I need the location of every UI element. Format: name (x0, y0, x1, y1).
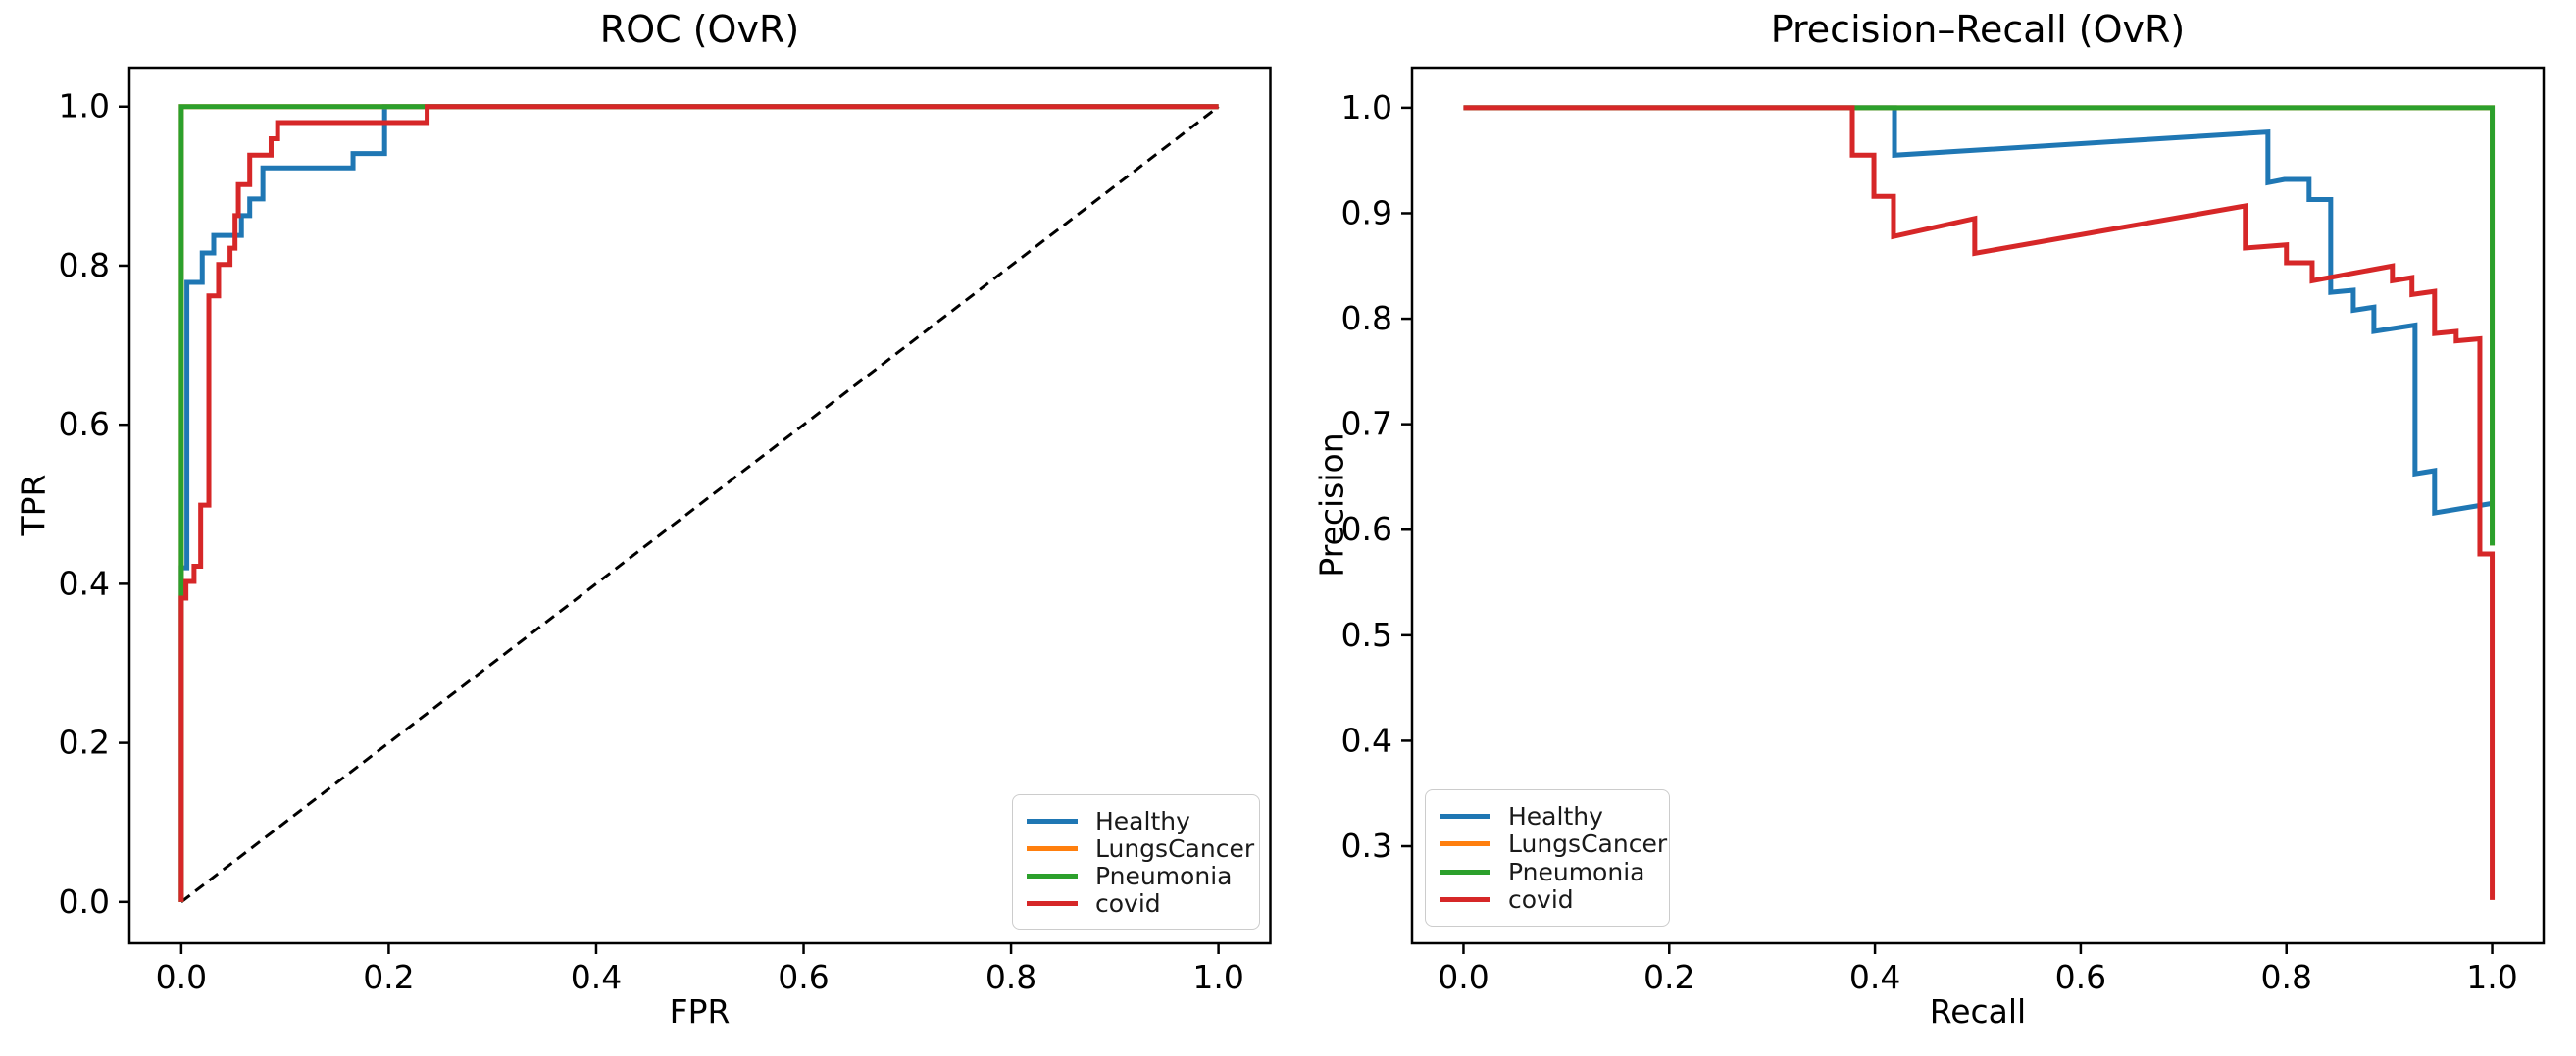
legend-label: Healthy (1508, 801, 1603, 830)
pr-yaxis-label: Precision (1312, 432, 1351, 578)
pr-curve-healthy (1463, 105, 2493, 516)
roc-y-tick-label: 0.8 (59, 246, 110, 284)
roc-x-tick-label: 0.8 (985, 958, 1036, 996)
roc-y-tick-label: 0.0 (59, 882, 110, 921)
roc-xaxis-label: FPR (669, 992, 731, 1031)
line-swatch-icon (1440, 841, 1490, 847)
legend-label: Healthy (1095, 806, 1190, 835)
line-swatch-icon (1440, 813, 1490, 819)
pr-y-tick-label: 0.7 (1341, 405, 1392, 443)
roc-x-tick-label: 0.4 (571, 958, 622, 996)
roc-axes-frame (127, 66, 1272, 945)
roc-curve-covid (178, 104, 1219, 902)
legend-label: LungsCancer (1095, 833, 1255, 863)
roc-y-tick-label: 0.2 (59, 724, 110, 762)
pr-x-tick-label: 0.2 (1643, 958, 1694, 996)
pr-y-tick-label: 1.0 (1341, 88, 1392, 126)
roc-y-tick-label: 1.0 (59, 87, 110, 126)
pr-x-tick-label: 0.8 (2260, 958, 2311, 996)
line-swatch-icon (1440, 869, 1490, 875)
roc-x-tick-label: 0.2 (363, 958, 414, 996)
pr-y-tick-label: 0.8 (1341, 299, 1392, 337)
roc-curve-healthy (178, 104, 1219, 902)
legend-item-healthy: Healthy (1027, 807, 1245, 834)
pr-curve-pneumonia (1463, 105, 2496, 546)
pr-axes-frame (1410, 66, 2546, 945)
line-swatch-icon (1027, 845, 1078, 851)
roc-yaxis-label: TPR (14, 474, 53, 536)
line-swatch-icon (1027, 900, 1078, 906)
legend-item-pneumonia: Pneumonia (1440, 858, 1655, 885)
roc-title: ROC (OvR) (599, 8, 800, 51)
roc-x-tick-label: 0.0 (156, 958, 207, 996)
roc-x-tick-label: 0.6 (778, 958, 829, 996)
legend-item-lungscancer: LungsCancer (1440, 830, 1667, 858)
pr-x-tick-label: 0.6 (2055, 958, 2106, 996)
pr-y-tick-label: 0.4 (1341, 721, 1392, 759)
pr-curve-covid (1463, 105, 2496, 900)
pr-title: Precision–Recall (OvR) (1770, 8, 2186, 51)
pr-y-tick-label: 0.3 (1341, 827, 1392, 865)
legend-label: covid (1508, 885, 1574, 915)
roc-x-tick-label: 1.0 (1192, 958, 1243, 996)
legend-item-covid: covid (1440, 886, 1655, 914)
pr-x-tick-label: 1.0 (2466, 958, 2517, 996)
roc-legend: Healthy LungsCancer Pneumonia covid (1012, 794, 1260, 930)
roc-y-tick-label: 0.4 (59, 564, 110, 602)
line-swatch-icon (1027, 818, 1078, 824)
legend-item-lungscancer: LungsCancer (1027, 834, 1254, 862)
legend-label: Pneumonia (1508, 857, 1645, 886)
roc-y-tick-label: 0.6 (59, 405, 110, 443)
pr-y-tick-label: 0.5 (1341, 616, 1392, 654)
line-swatch-icon (1027, 873, 1078, 879)
pr-xaxis-label: Recall (1929, 992, 2027, 1031)
legend-label: LungsCancer (1508, 830, 1668, 859)
legend-item-pneumonia: Pneumonia (1027, 862, 1245, 889)
pr-legend: Healthy LungsCancer Pneumonia covid (1425, 789, 1670, 927)
legend-item-healthy: Healthy (1440, 802, 1655, 830)
roc-chance-line (179, 105, 1220, 904)
pr-x-tick-label: 0.4 (1849, 958, 1900, 996)
pr-y-tick-label: 0.9 (1341, 193, 1392, 231)
pr-y-tick-label: 0.6 (1341, 510, 1392, 548)
legend-label: covid (1095, 888, 1161, 918)
line-swatch-icon (1440, 897, 1490, 903)
pr-curve-lungscancer (1463, 105, 2496, 546)
legend-label: Pneumonia (1095, 861, 1233, 890)
roc-plot: 0.0 0.2 0.4 0.6 0.8 1.0 0.0 0.2 0.4 0.6 0.8 1.0 (59, 66, 1272, 996)
legend-item-covid: covid (1027, 889, 1245, 917)
pr-plot: 0.0 0.2 0.4 0.6 0.8 1.0 0.3 0.4 0.5 0.6 0.7 0.8 0.9 1… (1341, 66, 2546, 996)
pr-x-tick-label: 0.0 (1438, 958, 1489, 996)
